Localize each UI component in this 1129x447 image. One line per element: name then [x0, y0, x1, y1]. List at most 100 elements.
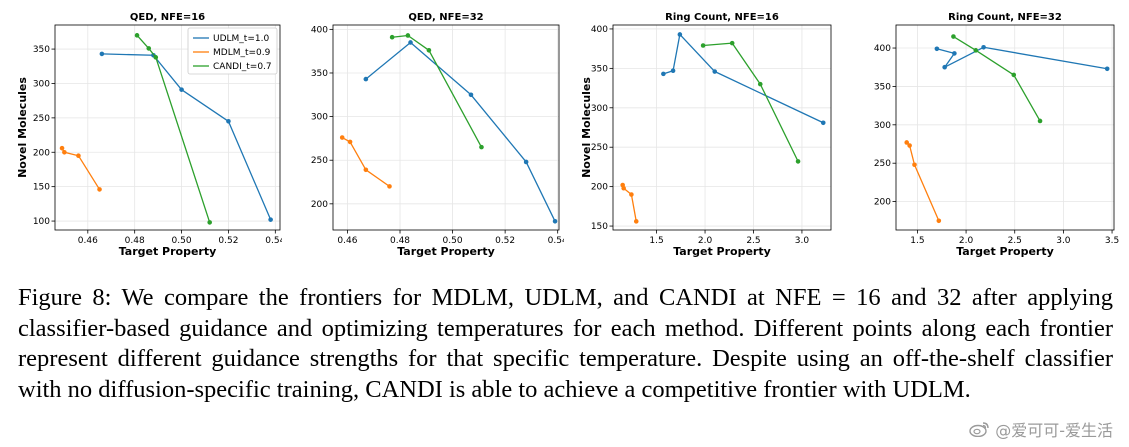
y-tick-label: 300 [33, 79, 50, 89]
data-point-mdlm-t-0-9 [633, 219, 639, 224]
y-tick-label: 400 [311, 25, 328, 35]
data-point-mdlm-t-0-9 [904, 140, 910, 145]
x-tick-label: 0.48 [125, 236, 145, 246]
y-tick-label: 250 [33, 114, 50, 124]
y-tick-label: 200 [311, 200, 328, 210]
x-tick-label: 2.5 [1008, 236, 1022, 246]
chart-ring-count-nfe32: 1.5 2.0 2.5 3.0 3.5 200 250 300 350 400 Ring Count… [874, 12, 1119, 258]
series-line-mdlm-t-0-9 [622, 184, 637, 222]
data-point-mdlm-t-0-9 [339, 135, 345, 140]
data-point-mdlm-t-0-9 [387, 184, 392, 189]
y-tick-label: 200 [33, 148, 50, 158]
chart-title: QED, NFE=32 [408, 12, 483, 23]
x-tick-label: 0.50 [172, 236, 192, 246]
data-point-udlm-t-1-0 [661, 71, 666, 77]
y-tick-label: 300 [874, 121, 891, 131]
data-point-udlm-t-1-0 [226, 119, 231, 124]
chart-ring-count-nfe16: 1.5 2.0 2.5 3.0 150 200 250 300 350 400 Ring Count… [580, 12, 832, 258]
data-point-candi-t-0-7 [389, 34, 395, 40]
series-line-udlm-t-1-0 [936, 46, 1108, 70]
x-tick-label: 0.54 [265, 236, 282, 246]
x-axis-label: Target Property [673, 245, 771, 258]
data-point-candi-t-0-7 [146, 46, 152, 51]
data-point-candi-t-0-7 [951, 34, 956, 39]
data-point-udlm-t-1-0 [712, 69, 718, 74]
series-line-candi-t-0-7 [392, 34, 483, 148]
data-point-mdlm-t-0-9 [621, 185, 626, 191]
data-point-candi-t-0-7 [700, 43, 706, 48]
data-point-mdlm-t-0-9 [907, 143, 912, 148]
data-point-udlm-t-1-0 [934, 46, 940, 52]
x-tick-label: 0.54 [548, 236, 564, 246]
x-tick-label: 3.5 [1105, 236, 1119, 246]
data-point-udlm-t-1-0 [408, 40, 413, 45]
data-point-udlm-t-1-0 [1104, 66, 1110, 72]
series-line-candi-t-0-7 [703, 42, 799, 162]
data-point-mdlm-t-0-9 [62, 149, 67, 155]
y-tick-label: 200 [591, 183, 608, 193]
plot-frame [895, 24, 1115, 231]
x-axis-label: Target Property [397, 245, 495, 258]
y-tick-label: 400 [591, 25, 608, 35]
y-tick-label: 350 [874, 82, 891, 92]
y-axis-label: Novel Molecules [580, 77, 593, 178]
data-point-candi-t-0-7 [479, 144, 484, 150]
data-point-mdlm-t-0-9 [629, 192, 634, 197]
data-point-mdlm-t-0-9 [97, 187, 102, 192]
data-point-udlm-t-1-0 [952, 51, 957, 56]
y-tick-label: 350 [33, 45, 50, 55]
chart-panel-ring-count-nfe32: 1.5 2.0 2.5 3.0 3.5 200 250 300 350 400 Ring Count… [846, 0, 1128, 270]
series-line-candi-t-0-7 [953, 35, 1041, 122]
data-point-udlm-t-1-0 [363, 76, 369, 82]
x-tick-label: 2.0 [698, 236, 713, 246]
data-point-candi-t-0-7 [153, 55, 159, 60]
data-point-udlm-t-1-0 [670, 68, 676, 74]
data-point-udlm-t-1-0 [268, 217, 273, 222]
plot-frame [612, 24, 832, 231]
data-point-candi-t-0-7 [1011, 72, 1017, 78]
x-tick-label: 0.50 [443, 236, 463, 246]
data-point-candi-t-0-7 [207, 220, 212, 225]
series-line-mdlm-t-0-9 [906, 142, 940, 222]
data-point-udlm-t-1-0 [99, 51, 105, 57]
weibo-icon [969, 421, 991, 438]
legend-box [187, 27, 278, 75]
data-point-mdlm-t-0-9 [76, 153, 81, 159]
series-line-mdlm-t-0-9 [341, 136, 390, 187]
chart-title: QED, NFE=16 [130, 12, 205, 23]
y-tick-label: 250 [311, 156, 328, 166]
figure: 0.46 0.48 0.50 0.52 0.54 100 150 200 250 300 350 QE… [0, 0, 1128, 270]
data-point-mdlm-t-0-9 [347, 139, 353, 145]
chart-panel-qed-nfe16: 0.46 0.48 0.50 0.52 0.54 100 150 200 250 300 350 QE… [0, 0, 282, 270]
chart-panel-ring-count-nfe16: 1.5 2.0 2.5 3.0 150 200 250 300 350 400 Ring Count… [564, 0, 846, 270]
data-point-udlm-t-1-0 [468, 92, 474, 98]
series-line-udlm-t-1-0 [663, 33, 824, 124]
chart-panel-qed-nfe32: 0.46 0.48 0.50 0.52 0.54 200 250 300 350 400 QED, … [282, 0, 564, 270]
y-tick-label: 250 [591, 143, 608, 153]
data-point-candi-t-0-7 [1037, 118, 1043, 124]
legend-label-candi-t-0-7: CANDI_t=0.7 [213, 62, 272, 72]
legend-label-udlm-t-1-0: UDLM_t=1.0 [213, 34, 269, 44]
data-point-udlm-t-1-0 [981, 44, 986, 50]
y-tick-label: 350 [311, 69, 328, 79]
data-point-candi-t-0-7 [757, 81, 763, 87]
x-tick-label: 0.46 [78, 236, 98, 246]
series-line-udlm-t-1-0 [365, 41, 556, 222]
figure-caption: Figure 8: We compare the frontiers for M… [18, 284, 1113, 403]
legend-label-mdlm-t-0-9: MDLM_t=0.9 [213, 48, 271, 58]
plot-frame [54, 24, 281, 231]
data-point-udlm-t-1-0 [820, 120, 826, 126]
y-tick-label: 350 [591, 64, 608, 74]
data-point-udlm-t-1-0 [179, 87, 184, 92]
y-tick-label: 150 [591, 222, 608, 232]
chart-qed-nfe16: 0.46 0.48 0.50 0.52 0.54 100 150 200 250 300 350 QE… [16, 12, 282, 258]
series-line-candi-t-0-7 [136, 34, 211, 223]
x-tick-label: 2.0 [959, 236, 974, 246]
chart-title: Ring Count, NFE=16 [665, 12, 779, 23]
series-line-udlm-t-1-0 [101, 53, 272, 220]
x-axis-label: Target Property [119, 245, 217, 258]
data-point-udlm-t-1-0 [942, 64, 947, 70]
y-tick-label: 300 [311, 113, 328, 123]
data-point-candi-t-0-7 [426, 47, 432, 53]
y-tick-label: 250 [874, 159, 891, 169]
